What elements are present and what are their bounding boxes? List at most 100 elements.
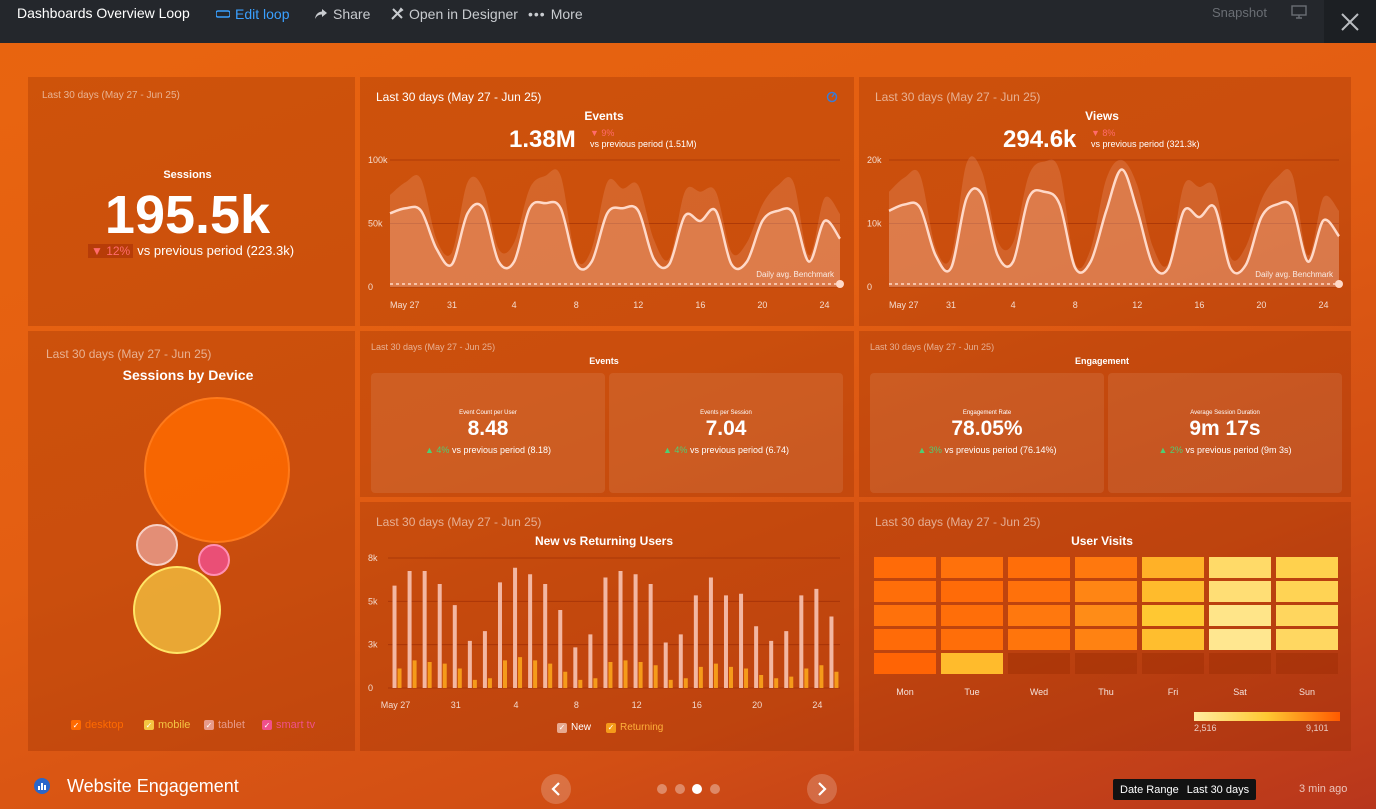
day-label: Sun [1299, 687, 1315, 697]
next-dashboard-button[interactable] [807, 774, 837, 804]
heatmap-cell[interactable] [1142, 557, 1204, 578]
last-updated: 3 min ago [1299, 783, 1348, 795]
bubble-mobile[interactable] [133, 566, 221, 654]
benchmark-marker [836, 280, 844, 288]
legend-mobile[interactable]: ✓ mobile [144, 719, 190, 731]
x-tick-label: 31 [451, 700, 461, 710]
bar-new [739, 593, 744, 688]
heatmap-cell[interactable] [1276, 557, 1338, 578]
close-button[interactable] [1324, 0, 1376, 43]
heatmap-cell[interactable] [1276, 629, 1338, 650]
heatmap-cell[interactable] [1008, 605, 1070, 626]
heatmap-cell[interactable] [1008, 581, 1070, 602]
heatmap-cell[interactable] [1142, 581, 1204, 602]
legend-smart-tv[interactable]: ✓ smart tv [262, 719, 315, 731]
heatmap-cell[interactable] [1008, 557, 1070, 578]
y-tick-label: 50k [368, 219, 383, 229]
heatmap-cell[interactable] [941, 557, 1003, 578]
checkbox-icon: ✓ [262, 720, 272, 730]
heatmap-cell[interactable] [874, 605, 936, 626]
series-line [888, 168, 1340, 275]
user-visits-title: User Visits [1071, 534, 1133, 548]
heatmap-cell[interactable] [941, 629, 1003, 650]
scale-max: 9,101 [1306, 723, 1329, 733]
heatmap-cell[interactable] [1209, 557, 1271, 578]
more-button[interactable]: ••• More [528, 6, 583, 22]
previous-dashboard-button[interactable] [541, 774, 571, 804]
bar-new [407, 571, 412, 688]
bar-returning [518, 657, 523, 688]
bar-new [754, 626, 759, 688]
views-title: Views [1085, 109, 1119, 123]
heatmap-cell[interactable] [1142, 629, 1204, 650]
views-compare: vs previous period (321.3k) [1091, 139, 1200, 149]
heatmap-cell[interactable] [1276, 581, 1338, 602]
bar-returning [548, 663, 553, 688]
heatmap-cell[interactable] [1075, 581, 1137, 602]
bubble-smart-tv[interactable] [198, 544, 230, 576]
heatmap-cell[interactable] [941, 653, 1003, 674]
bar-returning [563, 671, 568, 688]
heatmap-cell[interactable] [941, 605, 1003, 626]
x-tick-label: 20 [757, 300, 767, 310]
loop-title: Dashboards Overview Loop [17, 5, 190, 21]
heatmap-cell[interactable] [1075, 629, 1137, 650]
snapshot-button[interactable]: Snapshot [1212, 5, 1267, 20]
x-tick-label: 24 [812, 700, 822, 710]
kpi-compare: vs previous period (8.18) [451, 445, 551, 455]
heatmap-cell[interactable] [874, 653, 936, 674]
bar-new [708, 577, 713, 688]
heatmap-cell[interactable] [1209, 653, 1271, 674]
x-tick-label: 20 [752, 700, 762, 710]
y-tick-label: 8k [368, 553, 378, 563]
color-scale-bar [1194, 712, 1340, 721]
heatmap-cell[interactable] [1008, 653, 1070, 674]
x-tick-label: 8 [574, 700, 579, 710]
heatmap-cell[interactable] [1276, 653, 1338, 674]
bar-returning [728, 666, 733, 688]
present-icon[interactable] [1291, 5, 1307, 19]
heatmap-cell[interactable] [1276, 605, 1338, 626]
x-tick-label: 4 [514, 700, 519, 710]
bubble-desktop[interactable] [144, 397, 290, 543]
refresh-icon[interactable] [826, 91, 838, 103]
y-tick-label: 100k [368, 155, 388, 165]
events-delta-block: ▼ 9% vs previous period (1.51M) [590, 128, 697, 149]
legend-returning[interactable]: ✓ Returning [606, 722, 663, 733]
x-tick-label: 8 [1073, 300, 1078, 310]
heatmap-cell[interactable] [1075, 557, 1137, 578]
heatmap-cell[interactable] [1075, 605, 1137, 626]
heatmap-cell[interactable] [874, 629, 936, 650]
edit-loop-button[interactable]: Edit loop [216, 6, 289, 22]
heatmap-cell[interactable] [1075, 653, 1137, 674]
x-tick-label: 12 [1132, 300, 1142, 310]
share-button[interactable]: Share [314, 6, 370, 22]
heatmap-cell[interactable] [1142, 605, 1204, 626]
heatmap-cell[interactable] [1209, 581, 1271, 602]
sessions-delta: ▼ 12% [88, 243, 134, 258]
heatmap-cell[interactable] [1008, 629, 1070, 650]
pager-dot-1[interactable] [657, 784, 667, 794]
bar-returning [804, 668, 809, 688]
pager-dot-2[interactable] [675, 784, 685, 794]
bubble-tablet[interactable] [136, 524, 178, 566]
bar-new [452, 605, 457, 688]
pager-dot-3[interactable] [692, 784, 702, 794]
legend-new[interactable]: ✓ New [557, 722, 591, 733]
period-label: Last 30 days (May 27 - Jun 25) [376, 515, 542, 529]
heatmap-cell[interactable] [1142, 653, 1204, 674]
legend-tablet[interactable]: ✓ tablet [204, 719, 245, 731]
x-tick-label: 8 [574, 300, 579, 310]
heatmap-cell[interactable] [1209, 605, 1271, 626]
date-range-badge[interactable]: Date Range Last 30 days [1113, 779, 1257, 800]
legend-desktop[interactable]: ✓ desktop [71, 719, 124, 731]
bar-new [814, 588, 819, 688]
heatmap-cell[interactable] [941, 581, 1003, 602]
pager-dot-4[interactable] [710, 784, 720, 794]
open-in-designer-button[interactable]: Open in Designer [390, 6, 518, 22]
heatmap-cell[interactable] [874, 581, 936, 602]
date-range-label: Date Range [1120, 783, 1179, 796]
heatmap-cell[interactable] [874, 557, 936, 578]
x-tick-label: 24 [819, 300, 829, 310]
heatmap-cell[interactable] [1209, 629, 1271, 650]
